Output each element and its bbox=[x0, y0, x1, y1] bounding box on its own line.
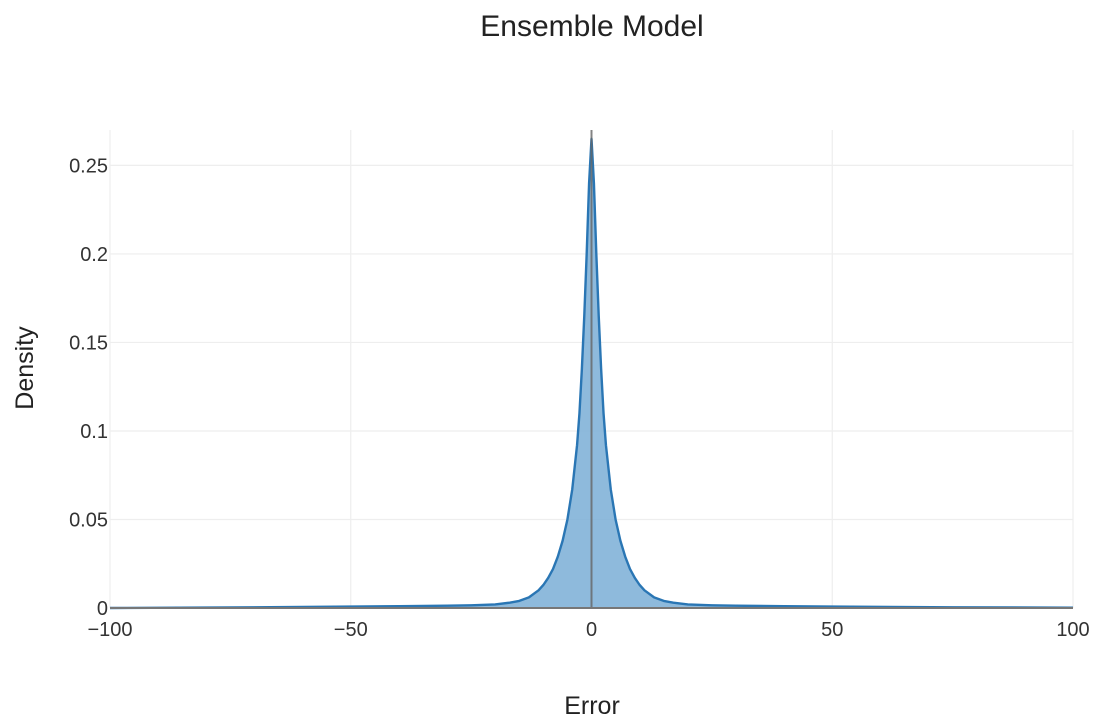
x-axis-title: Error bbox=[564, 692, 620, 720]
x-tick-label: 100 bbox=[1056, 619, 1089, 641]
x-tick-label: −50 bbox=[334, 619, 368, 641]
y-tick-label: 0 bbox=[97, 598, 108, 620]
y-tick-label: 0.2 bbox=[80, 244, 108, 266]
y-tick-label: 0.05 bbox=[69, 509, 108, 531]
axis-layer bbox=[110, 130, 1073, 609]
y-tick-label: 0.1 bbox=[80, 421, 108, 443]
y-tick-label: 0.15 bbox=[69, 332, 108, 354]
chart-title: Ensemble Model bbox=[480, 10, 703, 43]
y-axis-title: Density bbox=[11, 326, 39, 410]
x-tick-label: 50 bbox=[821, 619, 843, 641]
x-tick-label: −100 bbox=[87, 619, 132, 641]
x-tick-label: 0 bbox=[586, 619, 597, 641]
tick-label-layer: −100 −50 0 50 100 0 0.05 0.1 0.15 0.2 0.25 bbox=[69, 155, 1090, 641]
y-tick-label: 0.25 bbox=[69, 155, 108, 177]
